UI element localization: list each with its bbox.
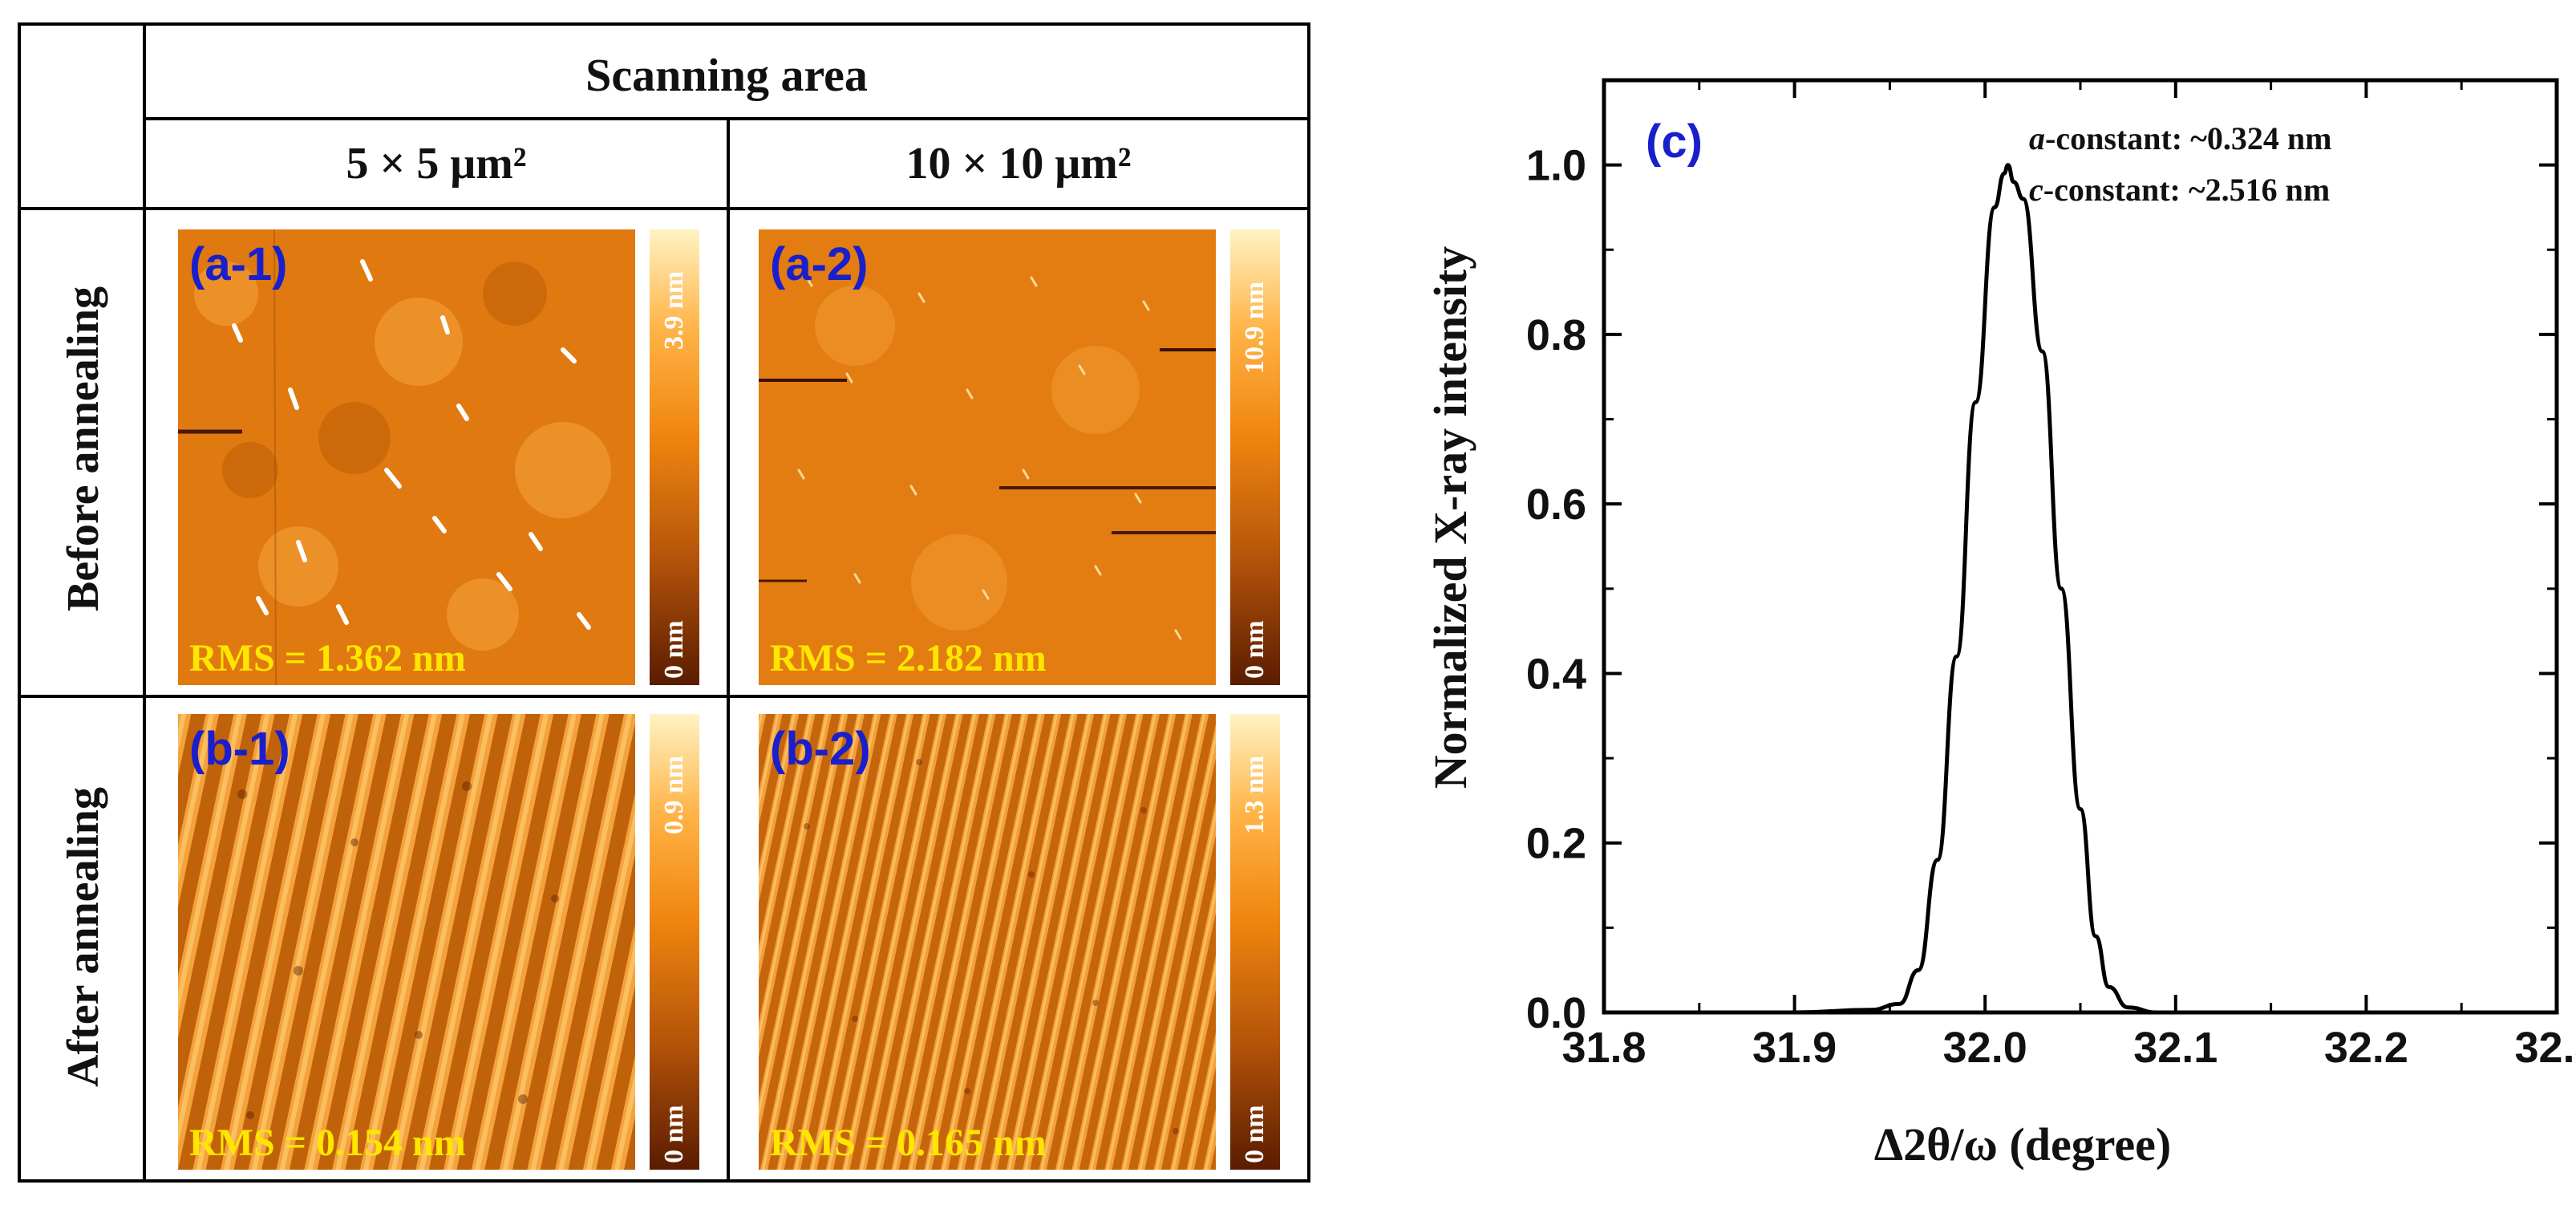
a-constant-annotation: a-constant: ~0.324 nm xyxy=(2029,120,2331,156)
table-divider-rows xyxy=(21,695,1307,698)
scanning-area-header: Scanning area xyxy=(585,49,868,101)
c-constant-value: -constant: ~2.516 nm xyxy=(2043,172,2330,208)
panel-label-a1: (a-1) xyxy=(189,238,288,290)
color-scale-bar-a2: 10.9 nm 0 nm xyxy=(1230,229,1280,685)
xrd-chart: 31.8 31.9 32.0 32.1 32.2 32.3 0.0 0.2 0.4 0.6 0.8 1… xyxy=(1424,78,2576,1170)
color-scale-bar-b1: 0.9 nm 0 nm xyxy=(650,714,699,1170)
table-divider-label-col xyxy=(143,26,146,1179)
afm-image-a1: (a-1) RMS = 1.362 nm xyxy=(178,229,635,685)
rms-value-a1: RMS = 1.362 nm xyxy=(189,637,466,680)
afm-texture-a2 xyxy=(759,229,1216,685)
afm-texture-b2 xyxy=(759,714,1216,1170)
row-label-after-annealing: After annealing xyxy=(59,787,108,1087)
afm-image-a2: (a-2) RMS = 2.182 nm xyxy=(759,229,1216,685)
y-tick-label: 0.4 xyxy=(1526,650,1586,698)
y-tick-label: 0.2 xyxy=(1526,820,1586,868)
c-constant-annotation: c-constant: ~2.516 nm xyxy=(2029,172,2330,208)
afm-table: Scanning area 5 × 5 μm² 10 × 10 μm² Befo… xyxy=(18,22,1310,1183)
rms-value-a2: RMS = 2.182 nm xyxy=(770,637,1047,680)
x-tick-label: 32.0 xyxy=(1943,1024,2027,1072)
x-tick-label: 31.8 xyxy=(1561,1024,1646,1072)
row-label-before-annealing: Before annealing xyxy=(59,286,108,611)
y-tick-label: 1.0 xyxy=(1526,142,1586,190)
a-constant-value: -constant: ~0.324 nm xyxy=(2045,120,2331,156)
table-divider-header xyxy=(143,117,1307,120)
x-tick-label: 32.1 xyxy=(2133,1024,2218,1072)
y-axis-label: Normalized X-ray intensity xyxy=(1424,246,1476,789)
table-divider-mid-col xyxy=(727,117,730,1179)
x-tick-label: 32.2 xyxy=(2324,1024,2408,1072)
column-header-5um: 5 × 5 μm² xyxy=(346,139,527,189)
scale-max-b1: 0.9 nm xyxy=(659,755,689,834)
y-tick-label: 0.0 xyxy=(1526,989,1586,1037)
x-tick-label: 32.3 xyxy=(2514,1024,2576,1072)
chart-panel-label: (c) xyxy=(1646,116,1703,168)
scale-min-a2: 0 nm xyxy=(1240,620,1270,679)
x-tick-label: 31.9 xyxy=(1752,1024,1837,1072)
panel-label-b1: (b-1) xyxy=(189,723,290,775)
column-header-10um: 10 × 10 μm² xyxy=(905,139,1132,189)
color-scale-bar-b2: 1.3 nm 0 nm xyxy=(1230,714,1280,1170)
plot-border xyxy=(1602,78,2559,1015)
afm-image-b2: (b-2) RMS = 0.165 nm xyxy=(759,714,1216,1170)
series-layer xyxy=(1603,163,2557,1015)
scale-max-b2: 1.3 nm xyxy=(1240,755,1270,834)
rms-value-b1: RMS = 0.154 nm xyxy=(189,1122,466,1164)
x-axis-label: Δ2θ/ω (degree) xyxy=(1874,1118,2171,1170)
xrd-series-line xyxy=(1603,163,2557,1015)
afm-texture-b1 xyxy=(178,714,635,1170)
plot-frame xyxy=(1602,78,2559,1015)
scale-max-a1: 3.9 nm xyxy=(659,270,689,350)
scale-min-b1: 0 nm xyxy=(659,1105,689,1163)
scale-max-a2: 10.9 nm xyxy=(1240,281,1270,374)
ticks-layer: 31.8 31.9 32.0 32.1 32.2 32.3 0.0 0.2 0.4 0.6 0.8 1… xyxy=(1526,79,2576,1072)
rms-value-b2: RMS = 0.165 nm xyxy=(770,1122,1047,1164)
scale-min-b2: 0 nm xyxy=(1240,1105,1270,1163)
panel-label-b2: (b-2) xyxy=(770,723,871,775)
y-tick-label: 0.6 xyxy=(1526,481,1586,529)
color-scale-bar-a1: 3.9 nm 0 nm xyxy=(650,229,699,685)
table-divider-colheads xyxy=(21,207,1307,210)
afm-texture-a1 xyxy=(178,229,635,685)
y-tick-label: 0.8 xyxy=(1526,311,1586,359)
afm-image-b1: (b-1) RMS = 0.154 nm xyxy=(178,714,635,1170)
panel-label-a2: (a-2) xyxy=(770,238,869,290)
a-constant-symbol: a xyxy=(2029,120,2045,156)
scale-min-a1: 0 nm xyxy=(659,620,689,679)
c-constant-symbol: c xyxy=(2029,172,2043,208)
